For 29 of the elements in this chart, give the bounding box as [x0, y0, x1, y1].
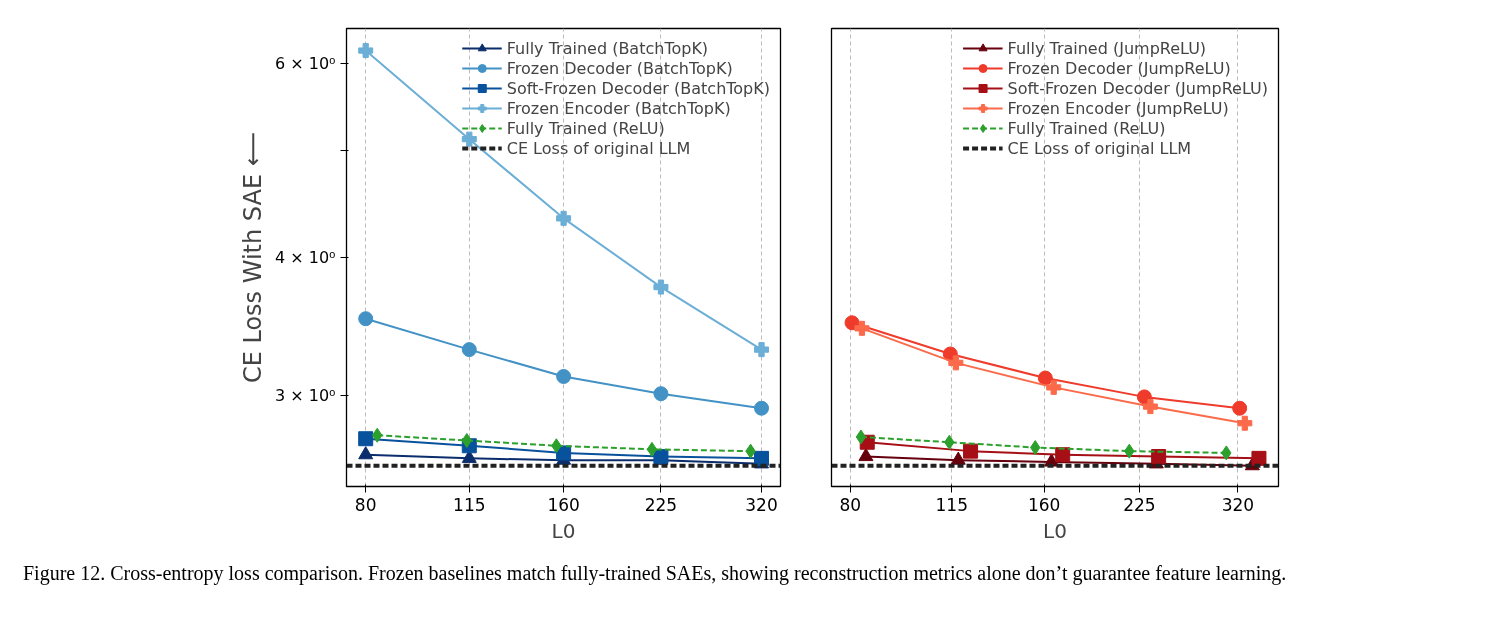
x-axis-title: L0 [551, 518, 576, 543]
legend-label: CE Loss of original LLM [506, 138, 691, 158]
legend-label: Fully Trained (ReLU) [1007, 118, 1166, 138]
legend-label: CE Loss of original LLM [1007, 138, 1192, 158]
y-tick-label: 4 × 10⁰ [274, 247, 336, 267]
x-tick-label: 160 [547, 494, 580, 515]
y-axis-title: CE Loss With SAE ⟵ [238, 131, 267, 384]
x-tick-label: 225 [1123, 494, 1156, 515]
legend-label: Frozen Encoder (JumpReLU) [1007, 98, 1229, 118]
y-tick-label: 3 × 10⁰ [274, 385, 336, 405]
legend-label: Soft-Frozen Decoder (BatchTopK) [506, 78, 770, 98]
y-tick-label: 6 × 10⁰ [274, 53, 336, 73]
caption: Figure 12. Cross-entropy loss comparison. Frozen baselines match fully-trained SAEs, showing reconstruction metrics alone don’t guarantee feature learning. [23, 561, 1287, 585]
x-tick-label: 80 [354, 494, 377, 515]
x-tick-label: 320 [745, 494, 778, 515]
x-axis-title: L0 [1043, 518, 1067, 543]
x-tick-label: 320 [1221, 494, 1255, 515]
x-tick-label: 225 [644, 494, 678, 515]
x-tick-label: 80 [839, 494, 862, 515]
legend-label: Frozen Decoder (JumpReLU) [1007, 58, 1231, 78]
x-tick-label: 115 [453, 494, 486, 515]
legend-label: Fully Trained (ReLU) [506, 118, 665, 138]
legend-label: Fully Trained (BatchTopK) [506, 38, 709, 58]
x-tick-label: 115 [935, 494, 968, 515]
legend-label: Soft-Frozen Decoder (JumpReLU) [1007, 78, 1268, 98]
legend-label: Frozen Encoder (BatchTopK) [506, 98, 731, 118]
x-tick-label: 160 [1027, 494, 1061, 515]
legend-label: Fully Trained (JumpReLU) [1007, 38, 1207, 58]
legend-label: Frozen Decoder (BatchTopK) [506, 58, 733, 78]
